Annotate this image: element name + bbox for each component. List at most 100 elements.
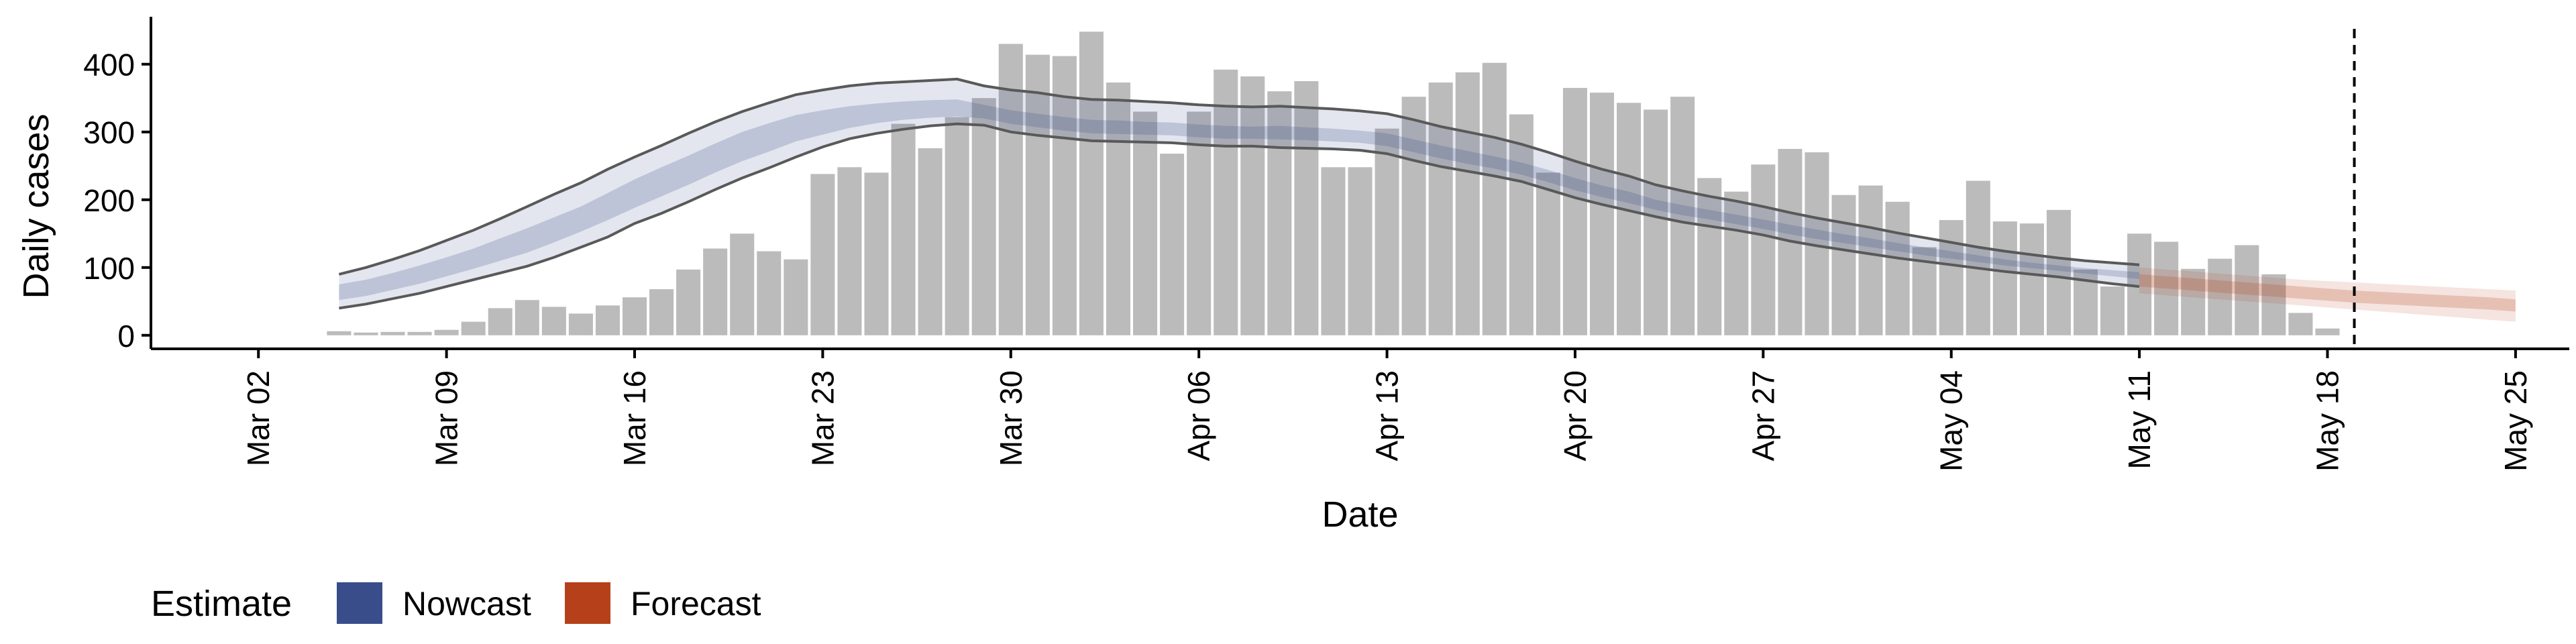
- legend: Estimate Nowcast Forecast: [151, 582, 761, 624]
- bar: [1267, 91, 1292, 335]
- bar: [1617, 103, 1642, 335]
- bar: [1482, 62, 1507, 335]
- bar: [1025, 54, 1050, 335]
- bar: [434, 329, 459, 335]
- x-tick-label: Mar 23: [805, 370, 840, 466]
- nowcast-upper-bound-line: [338, 77, 2140, 276]
- bar: [703, 248, 728, 335]
- x-tick-label: Mar 09: [429, 370, 464, 466]
- x-tick-label: May 11: [2122, 370, 2157, 469]
- bar: [1562, 88, 1587, 335]
- bar: [327, 331, 352, 335]
- bar: [2208, 258, 2233, 335]
- bar: [2100, 286, 2125, 335]
- bar: [1187, 111, 1212, 335]
- bar: [1509, 114, 1534, 335]
- bar: [380, 331, 405, 335]
- bar: [1536, 172, 1560, 335]
- x-tick-label: Apr 06: [1181, 370, 1216, 462]
- bar: [1133, 111, 1158, 335]
- bar: [1670, 97, 1695, 335]
- bar: [1831, 195, 1856, 335]
- bar: [1348, 167, 1373, 335]
- bar: [649, 289, 674, 335]
- legend-label-nowcast: Nowcast: [402, 585, 531, 623]
- bar: [488, 308, 513, 335]
- x-tick-label: Apr 13: [1370, 370, 1405, 462]
- bar: [837, 167, 862, 335]
- bar: [1992, 221, 2017, 335]
- bar: [1589, 93, 1615, 335]
- x-tick-label: Mar 02: [241, 370, 276, 466]
- bar: [676, 269, 701, 335]
- bar: [2288, 313, 2313, 335]
- bar: [1724, 191, 1749, 335]
- bar: [1106, 82, 1131, 335]
- bar: [407, 331, 432, 335]
- bar: [784, 259, 808, 335]
- bar: [1321, 167, 1346, 335]
- bar: [622, 297, 647, 335]
- axes-layer: 0 100 200 300 400 Mar 02 Mar 09 Mar 16 Mar 23 Mar…: [83, 17, 2569, 472]
- bar: [2019, 223, 2044, 335]
- bar: [1644, 109, 1668, 335]
- legend-swatch-forecast: [565, 582, 610, 624]
- forecast-inner-band: [2139, 274, 2516, 312]
- bar: [864, 172, 889, 335]
- bar: [918, 148, 943, 335]
- bar: [541, 307, 566, 335]
- legend-label-forecast: Forecast: [631, 585, 761, 623]
- x-axis-label: Date: [1322, 494, 1398, 535]
- bar: [1697, 178, 1722, 335]
- bar: [1966, 180, 1990, 335]
- bar: [568, 313, 593, 335]
- x-tick-label: Apr 27: [1746, 370, 1780, 462]
- bar: [1375, 128, 1399, 335]
- bar: [2261, 274, 2286, 335]
- bar: [515, 300, 539, 335]
- x-tick-label: May 04: [1934, 370, 1969, 472]
- bar: [891, 123, 916, 335]
- bar: [1079, 32, 1104, 335]
- bar: [1885, 201, 1910, 335]
- bar: [1455, 72, 1480, 335]
- bar: [2315, 328, 2340, 335]
- nowcast-lower-bound-line: [339, 122, 2140, 310]
- y-tick-label: 100: [83, 251, 135, 286]
- bar: [1240, 76, 1265, 335]
- bar: [1939, 220, 1964, 335]
- bar: [1052, 56, 1077, 335]
- y-tick-label: 300: [83, 115, 135, 150]
- bar: [2235, 245, 2259, 335]
- y-axis-label: Daily cases: [16, 113, 56, 299]
- y-tick-label: 200: [83, 183, 135, 218]
- bar: [2154, 241, 2179, 335]
- bar: [2046, 209, 2071, 335]
- bar: [1401, 97, 1426, 335]
- bars-layer: [327, 32, 2340, 335]
- bar: [1294, 80, 1319, 335]
- bar: [1428, 82, 1453, 335]
- bar: [354, 332, 378, 335]
- bar: [730, 233, 755, 335]
- bar: [810, 174, 835, 335]
- x-tick-label: May 18: [2310, 370, 2345, 472]
- legend-swatch-nowcast: [337, 582, 382, 624]
- bar: [971, 98, 996, 335]
- y-tick-label: 0: [117, 319, 135, 354]
- bands-layer: [338, 77, 2516, 322]
- bar: [757, 251, 782, 335]
- bar: [1751, 164, 1776, 335]
- bar: [1858, 185, 1883, 335]
- forecast-outer-band: [2139, 267, 2516, 322]
- x-tick-label: Mar 16: [617, 370, 652, 466]
- bar: [595, 305, 620, 335]
- bar: [2181, 268, 2206, 335]
- x-tick-label: Apr 20: [1558, 370, 1593, 462]
- x-tick-label: Mar 30: [994, 370, 1028, 466]
- bar: [945, 117, 969, 335]
- nowcast-outer-band: [339, 78, 2140, 309]
- x-tick-label: May 25: [2498, 370, 2533, 472]
- legend-title: Estimate: [151, 584, 292, 624]
